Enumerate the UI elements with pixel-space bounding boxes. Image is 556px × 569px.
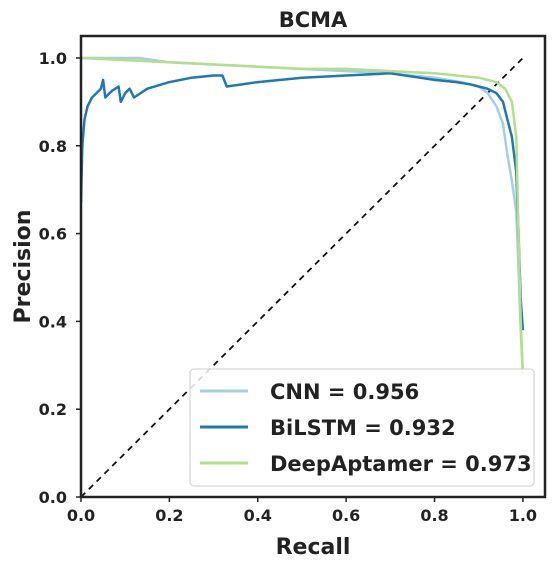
axis-ticks: 0.0 0.2 0.4 0.6 0.8 1.0 0.0 0.2 0.4 0.6 0.8 1.0 [39, 49, 537, 525]
legend: CNN = 0.956 BiLSTM = 0.932 DeepAptamer = 0… [189, 368, 535, 487]
legend-box [189, 368, 535, 487]
legend-label: DeepAptamer = 0.973 [270, 452, 532, 476]
x-tick-label: 0.0 [67, 506, 95, 525]
y-tick-label: 1.0 [39, 49, 67, 68]
x-tick-label: 0.2 [155, 506, 183, 525]
y-tick-label: 0.2 [39, 400, 67, 419]
axes-frame [79, 34, 547, 499]
y-tick-label: 0.6 [39, 225, 67, 244]
series-line-1 [81, 72, 525, 331]
baseline-diagonal [81, 57, 524, 497]
y-axis-label: Precision [11, 210, 36, 324]
legend-label: BiLSTM = 0.932 [270, 416, 456, 440]
x-tick-label: 0.8 [420, 506, 448, 525]
y-tick-label: 0.4 [39, 312, 67, 331]
x-tick-label: 1.0 [509, 506, 537, 525]
x-axis-label: Recall [276, 535, 351, 560]
y-tick-label: 0.8 [39, 137, 67, 156]
x-tick-label: 0.4 [244, 506, 272, 525]
series-line-2 [81, 56, 525, 375]
y-tick-label: 0.0 [39, 488, 67, 507]
legend-label: CNN = 0.956 [270, 380, 419, 404]
chart-title: BCMA [279, 8, 348, 32]
x-tick-label: 0.6 [332, 506, 360, 525]
plot-area [81, 56, 525, 497]
